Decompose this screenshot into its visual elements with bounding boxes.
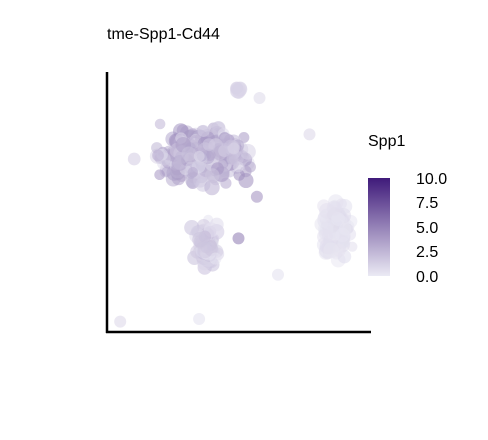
colorbar-tick-label: 5.0 — [416, 220, 439, 237]
scatter-point — [202, 138, 216, 151]
scatter-point — [226, 153, 239, 166]
scatter-point — [317, 228, 333, 245]
colorbar-tick-label: 10.0 — [416, 171, 448, 188]
scatter-point — [204, 168, 220, 183]
colorbar-tick-label: 0.0 — [416, 269, 439, 286]
scatter-point — [197, 124, 210, 137]
scatter-point — [152, 149, 164, 162]
scatter-point — [219, 133, 232, 147]
colorbar-tick-label: 2.5 — [416, 244, 439, 261]
scatter-point — [187, 167, 199, 178]
scatter-point — [233, 169, 245, 181]
scatter-point — [127, 152, 141, 166]
colorbar-tick-label: 7.5 — [416, 195, 439, 212]
scatter-points — [114, 81, 358, 328]
scatter-point — [326, 200, 342, 216]
scatter-point — [322, 219, 334, 231]
scatter-point — [250, 190, 263, 203]
scatter-point — [204, 179, 220, 196]
scatter-point — [218, 144, 231, 158]
scatter-point — [114, 315, 127, 328]
scatter-point — [154, 118, 166, 130]
scatter-point — [303, 128, 316, 141]
scatter-point — [239, 143, 256, 160]
colorbar — [368, 178, 390, 276]
scatter-point — [232, 232, 245, 245]
scatter-point — [193, 313, 206, 325]
scatter-point — [323, 242, 339, 258]
scatter-point — [192, 231, 208, 248]
scatter-point — [227, 142, 240, 155]
scatter-point — [154, 169, 165, 181]
colorbar-title: Spp1 — [368, 133, 406, 150]
scatter-point — [253, 92, 266, 104]
chart-title: tme-Spp1-Cd44 — [107, 26, 220, 43]
scatter-point — [337, 236, 350, 249]
scatter-point — [184, 152, 197, 165]
scatter-point — [272, 268, 284, 281]
scatter-point — [209, 252, 222, 265]
scatter-point — [230, 81, 243, 95]
scatter-point — [209, 217, 224, 232]
scatter-point — [193, 150, 205, 162]
